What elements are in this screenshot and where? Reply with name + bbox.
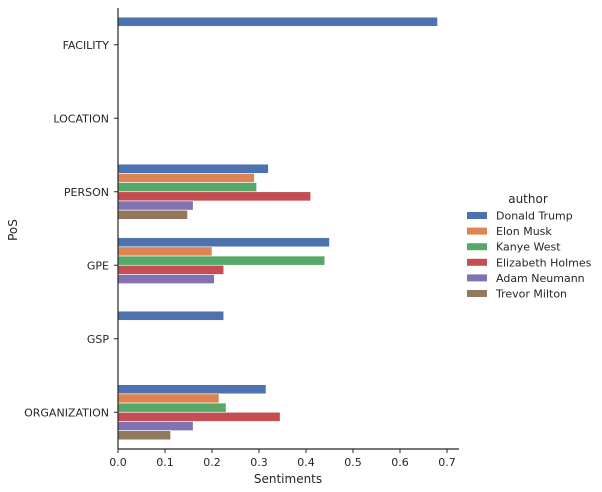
legend-swatch (467, 243, 487, 251)
x-tick-label: 0.1 (156, 456, 174, 469)
y-tick-label: GPE (87, 259, 109, 272)
bar-person-elon-musk (117, 173, 255, 183)
bar-organization-trevor-milton (117, 430, 171, 441)
legend-swatch (467, 212, 487, 219)
x-axis-title: Sentiments (254, 472, 322, 486)
bar-person-donald-trump (117, 163, 269, 174)
y-tick-label: ORGANIZATION (24, 406, 109, 419)
legend: author Donald Trump Elon Musk Kanye West El… (467, 192, 592, 301)
bar-facility-donald-trump (117, 16, 438, 27)
x-tick-label: 0.2 (203, 456, 221, 469)
legend-label: Donald Trump (496, 210, 573, 223)
bar-gpe-elon-musk (117, 246, 213, 257)
legend-label: Adam Neumann (496, 272, 585, 285)
x-tick-label: 0.0 (109, 456, 127, 469)
x-tick-label: 0.6 (391, 456, 409, 469)
bar-organization-donald-trump (117, 384, 267, 395)
bar-person-trevor-milton (117, 209, 188, 220)
x-tick-label: 0.3 (250, 456, 268, 469)
bar-person-adam-neumann (117, 200, 194, 211)
legend-swatch (467, 227, 487, 235)
x-axis: 0.0 0.1 0.2 0.3 0.4 0.5 0.6 0.7 (109, 448, 459, 469)
bar-person-elizabeth-holmes (117, 191, 311, 202)
y-axis: FACILITY LOCATION PERSON GPE GSP ORGANIZATION (24, 8, 119, 449)
legend-swatch (467, 258, 487, 266)
legend-label: Elon Musk (496, 225, 552, 238)
bar-organization-adam-neumann (117, 421, 194, 431)
bars-group (117, 16, 438, 441)
bar-gpe-donald-trump (117, 237, 330, 248)
legend-label: Elizabeth Holmes (496, 256, 592, 269)
legend-label: Trevor Milton (495, 288, 567, 301)
bar-organization-elizabeth-holmes (117, 411, 281, 422)
y-axis-title: PoS (6, 219, 20, 241)
x-tick-label: 0.5 (344, 456, 362, 469)
y-tick-label: PERSON (64, 186, 109, 199)
bar-gpe-adam-neumann (117, 274, 215, 284)
legend-label: Kanye West (496, 241, 561, 254)
bar-organization-kanye-west (117, 402, 227, 413)
bar-organization-elon-musk (117, 393, 220, 404)
legend-title: author (508, 192, 548, 206)
y-tick-label: GSP (87, 333, 110, 346)
y-tick-label: FACILITY (63, 39, 110, 52)
y-tick-label: LOCATION (53, 112, 109, 125)
bar-gpe-kanye-west (117, 255, 326, 266)
x-tick-label: 0.7 (438, 456, 456, 469)
bar-gpe-elizabeth-holmes (117, 264, 225, 275)
legend-swatch (467, 290, 487, 297)
legend-swatch (467, 274, 487, 282)
bar-gsp-donald-trump (117, 310, 225, 321)
x-tick-label: 0.4 (297, 456, 315, 469)
bar-person-kanye-west (117, 182, 257, 193)
